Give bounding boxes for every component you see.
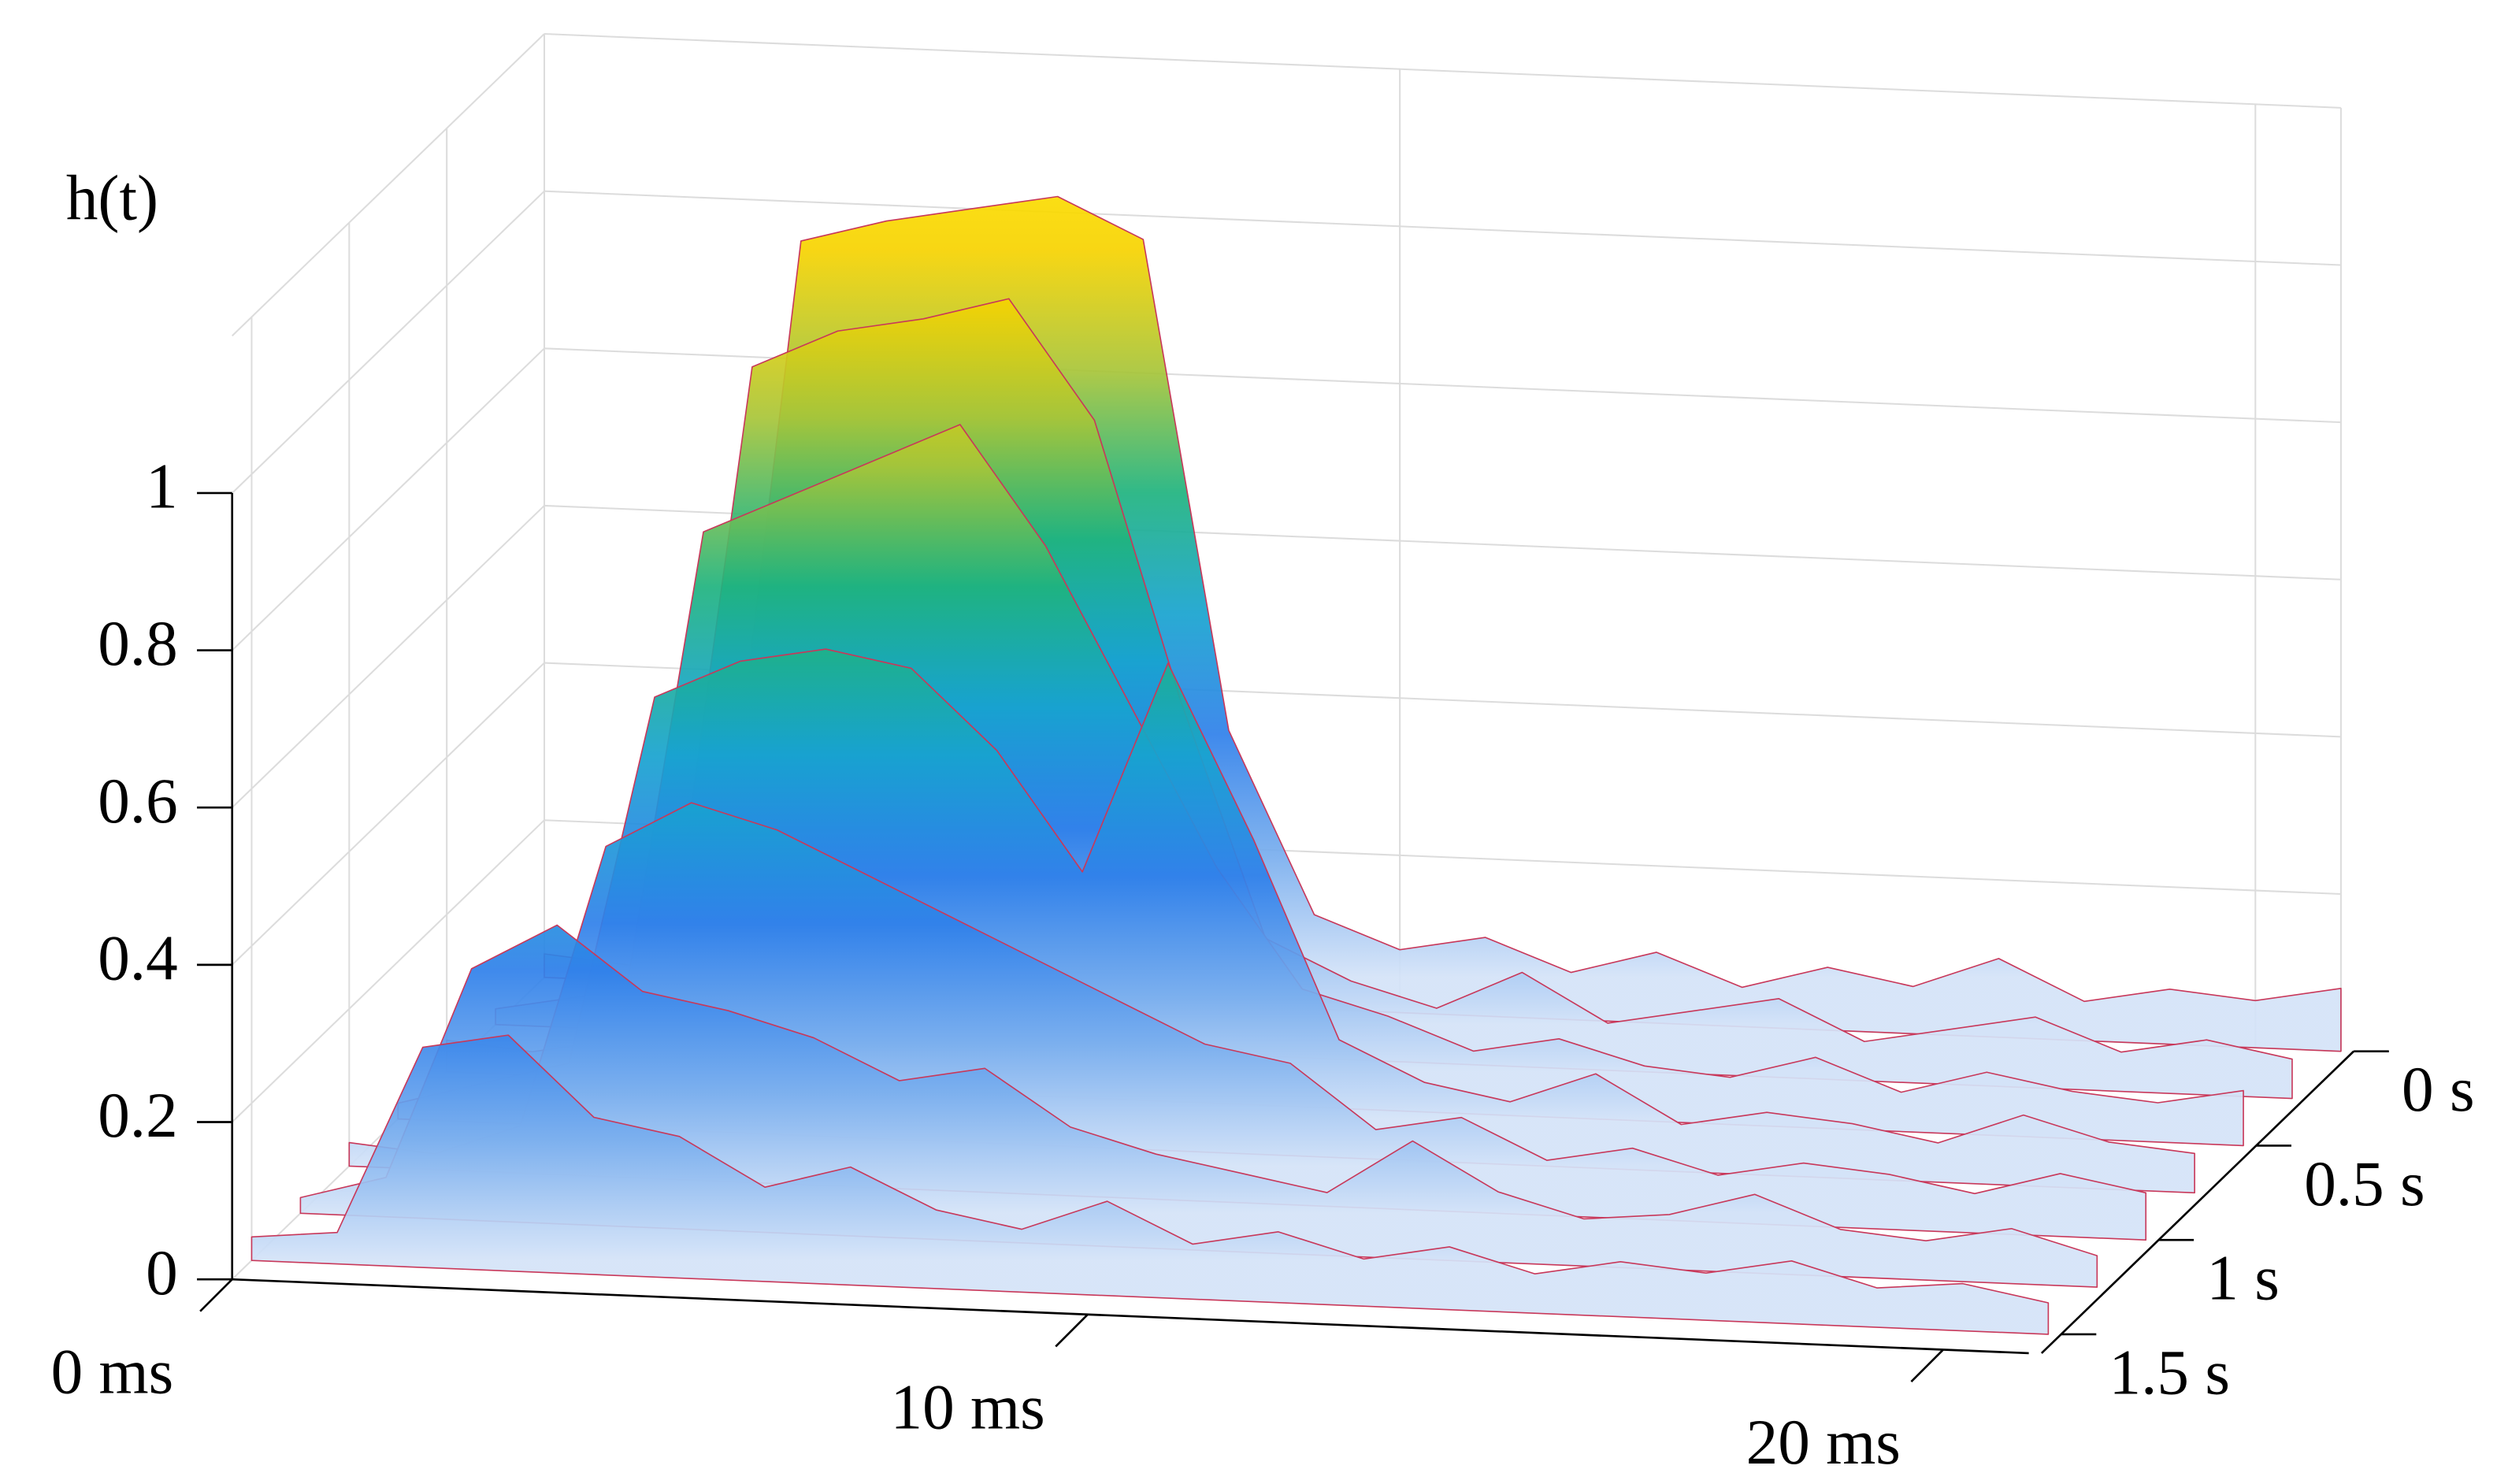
x-tick xyxy=(1055,1313,1089,1348)
box-edge xyxy=(544,33,2341,109)
z-tick-label: 0.8 xyxy=(98,608,177,679)
surface-slice xyxy=(250,1034,2050,1335)
x-tick xyxy=(199,1278,233,1312)
y-tick-label: 0 s xyxy=(2402,1054,2475,1125)
x-tick-label: 0 ms xyxy=(51,1337,174,1408)
z-tick-label: 0 xyxy=(146,1237,178,1308)
z-tick-label: 0.4 xyxy=(98,923,177,994)
y-tick-label: 0.5 s xyxy=(2304,1148,2425,1219)
grid-line xyxy=(232,505,545,808)
z-tick-label: 0.6 xyxy=(98,766,177,837)
y-tick-label: 1 s xyxy=(2206,1243,2280,1314)
grid-line xyxy=(232,190,545,494)
grid-line xyxy=(544,190,2341,266)
box-edge xyxy=(232,33,545,337)
grid-line xyxy=(232,819,545,1123)
x-tick xyxy=(1910,1349,1944,1383)
z-tick-label: 0.2 xyxy=(98,1080,177,1151)
x-axis-line xyxy=(232,1278,2029,1355)
z-tick-label: 1 xyxy=(146,451,178,522)
x-tick-label: 10 ms xyxy=(890,1371,1044,1442)
y-tick-label: 1.5 s xyxy=(2109,1337,2230,1408)
x-tick-label: 20 ms xyxy=(1746,1407,1901,1478)
grid-line xyxy=(232,347,545,651)
grid-line xyxy=(232,662,545,966)
y-axis-line xyxy=(2040,1050,2355,1354)
z-axis-label: h(t) xyxy=(66,163,158,234)
